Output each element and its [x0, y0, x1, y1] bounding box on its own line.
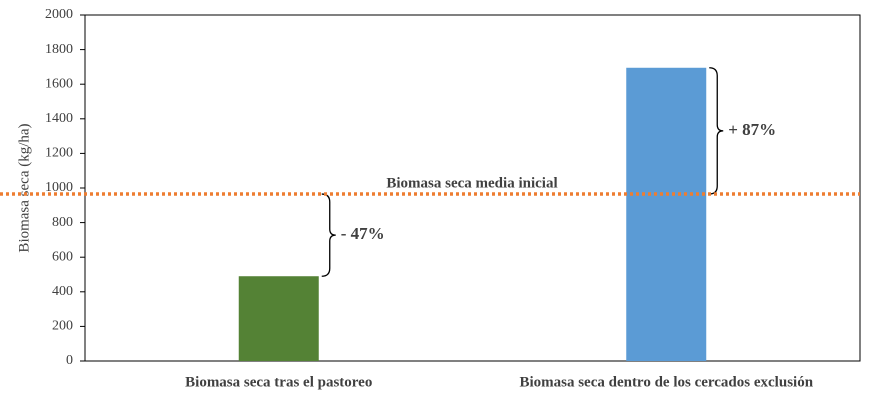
- y-tick-label: 800: [52, 215, 73, 230]
- y-tick-label: 1000: [45, 180, 73, 195]
- y-tick-label: 2000: [45, 7, 73, 22]
- bar: [238, 276, 319, 361]
- x-tick-label: Biomasa seca dentro de los cercados excl…: [519, 374, 813, 390]
- x-tick-label: Biomasa seca tras el pastoreo: [185, 374, 372, 390]
- y-tick-label: 1600: [45, 76, 73, 91]
- reference-label: Biomasa seca media inicial: [386, 175, 557, 191]
- y-tick-label: 1400: [45, 111, 73, 126]
- annotation: - 47%: [341, 224, 385, 243]
- y-tick-label: 0: [66, 353, 73, 368]
- brace: [709, 67, 724, 195]
- y-tick-label: 400: [52, 284, 73, 299]
- y-axis-label: Biomasa seca (kg/ha): [16, 123, 32, 252]
- bar: [626, 67, 707, 361]
- annotation: + 87%: [728, 120, 776, 139]
- y-tick-label: 1800: [45, 42, 73, 57]
- y-tick-label: 200: [52, 319, 73, 334]
- brace: [321, 193, 336, 277]
- y-tick-label: 1200: [45, 146, 73, 161]
- y-tick-label: 600: [52, 249, 73, 264]
